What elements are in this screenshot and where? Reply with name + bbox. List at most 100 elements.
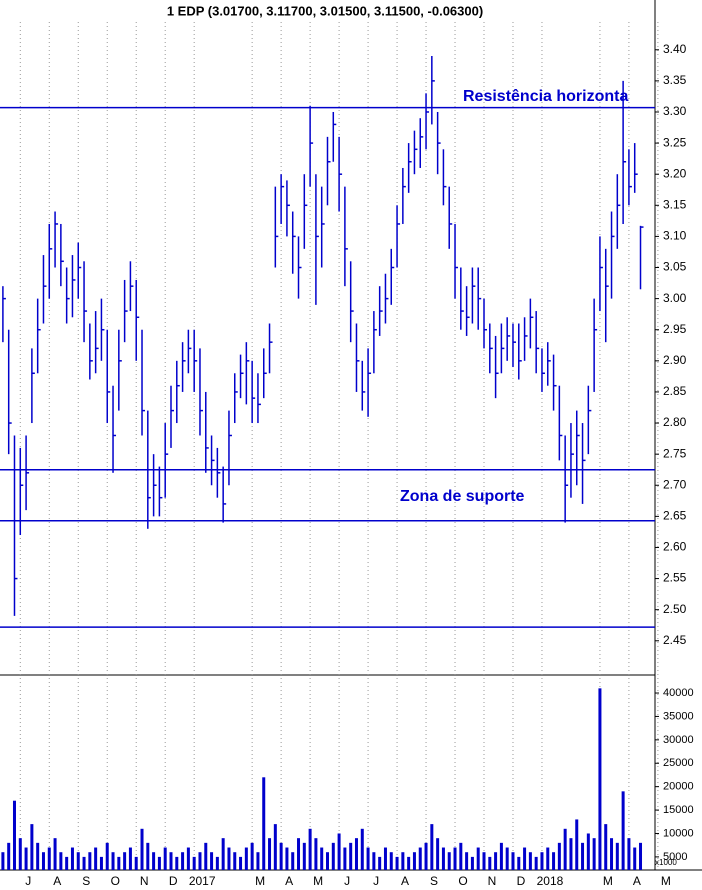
volume-bar: [447, 852, 451, 870]
volume-bar: [383, 847, 387, 870]
volume-bar: [459, 842, 463, 870]
volume-bar: [476, 847, 480, 870]
x-tick-label: M: [661, 874, 671, 888]
y-tick-label: 2.85: [663, 384, 687, 398]
volume-bar: [186, 847, 190, 870]
x-tick-label: J: [25, 874, 31, 888]
y-tick-label: 2.90: [663, 353, 687, 367]
volume-bar: [360, 828, 364, 870]
y-tick-label: 2.80: [663, 415, 687, 429]
x-tick-label: O: [458, 874, 467, 888]
y-tick-label: 2.60: [663, 540, 687, 554]
volume-bar: [407, 856, 411, 870]
x-tick-label: A: [401, 874, 409, 888]
volume-bar: [105, 842, 109, 870]
volume-bar: [592, 838, 596, 870]
volume-bar: [586, 833, 590, 870]
volume-bar: [343, 847, 347, 870]
volume-bar: [349, 842, 353, 870]
volume-bar: [598, 688, 602, 870]
volume-bar: [470, 856, 474, 870]
volume-bar: [256, 852, 260, 870]
x-tick-label: N: [488, 874, 497, 888]
volume-bar: [505, 847, 509, 870]
y-tick-label: 3.15: [663, 197, 687, 211]
volume-bar: [273, 824, 277, 870]
x-tick-label: J: [373, 874, 379, 888]
volume-bar: [453, 847, 457, 870]
volume-bar: [117, 856, 121, 870]
volume-bar: [627, 838, 631, 870]
volume-bar: [354, 838, 358, 870]
volume-tick-label: 35000: [663, 710, 694, 722]
volume-bar: [528, 852, 532, 870]
volume-bar: [639, 842, 643, 870]
volume-bar: [308, 828, 312, 870]
volume-bar: [279, 842, 283, 870]
y-tick-label: 2.70: [663, 477, 687, 491]
volume-bar: [12, 800, 16, 870]
volume-bar: [181, 852, 185, 870]
volume-bar: [621, 791, 625, 870]
volume-bar: [569, 838, 573, 870]
volume-bar: [291, 852, 295, 870]
y-tick-label: 3.25: [663, 135, 687, 149]
y-tick-label: 2.50: [663, 602, 687, 616]
x-tick-label: J: [344, 874, 350, 888]
volume-tick-label: 5000: [663, 851, 687, 863]
volume-bar: [163, 847, 167, 870]
volume-bar: [94, 847, 98, 870]
annotation: Zona de suporte: [400, 488, 525, 505]
volume-bar: [302, 842, 306, 870]
x-tick-label: D: [169, 874, 178, 888]
volume-bar: [412, 852, 416, 870]
x-tick-label: M: [603, 874, 613, 888]
x-tick-label: A: [285, 874, 293, 888]
y-tick-label: 3.30: [663, 104, 687, 118]
volume-bar: [418, 847, 422, 870]
y-tick-label: 2.75: [663, 446, 687, 460]
volume-bar: [215, 856, 219, 870]
x-tick-label: O: [111, 874, 120, 888]
volume-bar: [389, 852, 393, 870]
volume-bar: [395, 856, 399, 870]
y-tick-label: 3.40: [663, 42, 687, 56]
volume-bar: [366, 847, 370, 870]
volume-bar: [175, 856, 179, 870]
volume-bar: [320, 847, 324, 870]
volume-bar: [227, 847, 231, 870]
volume-bar: [534, 856, 538, 870]
volume-bar: [70, 847, 74, 870]
volume-bar: [152, 852, 156, 870]
volume-bar: [198, 852, 202, 870]
volume-bar: [523, 847, 527, 870]
volume-bar: [7, 842, 11, 870]
x-tick-label: M: [313, 874, 323, 888]
volume-bar: [494, 852, 498, 870]
volume-tick-label: 20000: [663, 781, 694, 793]
y-tick-label: 3.05: [663, 260, 687, 274]
volume-tick-label: 10000: [663, 827, 694, 839]
volume-bar: [36, 842, 40, 870]
x-tick-label: 2017: [189, 874, 216, 888]
volume-bar: [546, 847, 550, 870]
y-tick-label: 2.45: [663, 633, 687, 647]
volume-bar: [192, 856, 196, 870]
y-tick-label: 2.65: [663, 509, 687, 523]
x-tick-label: D: [517, 874, 526, 888]
y-tick-label: 3.10: [663, 229, 687, 243]
volume-bar: [210, 852, 214, 870]
volume-bar: [297, 838, 301, 870]
volume-bar: [1, 852, 5, 870]
volume-bar: [47, 847, 51, 870]
volume-bar: [337, 833, 341, 870]
volume-bar: [441, 847, 445, 870]
volume-bar: [41, 852, 45, 870]
volume-bar: [123, 852, 127, 870]
volume-bar: [140, 828, 144, 870]
volume-bar: [581, 842, 585, 870]
volume-bar: [540, 852, 544, 870]
x-tick-label: A: [633, 874, 641, 888]
volume-bar: [615, 842, 619, 870]
